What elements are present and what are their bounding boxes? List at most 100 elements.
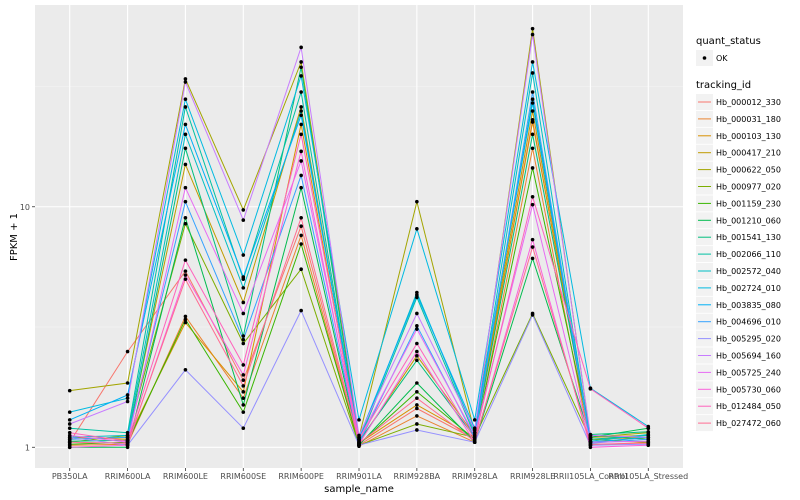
data-point-hb_005725_240	[530, 202, 535, 207]
data-point-hb_005694_160	[125, 399, 130, 404]
data-point-hb_012484_050	[183, 258, 188, 262]
x-tick-label: RRIM600LE	[163, 472, 208, 481]
data-point-hb_005694_160	[241, 218, 246, 222]
data-point-hb_001541_130	[183, 146, 188, 151]
data-point-hb_003835_080	[183, 122, 188, 127]
data-point-hb_001159_230	[241, 410, 246, 414]
data-point-hb_000622_050	[125, 381, 130, 385]
data-point-hb_002724_010	[125, 396, 130, 400]
x-tick-label: RRIM928LE	[510, 472, 555, 481]
data-point-hb_002572_040	[183, 132, 188, 137]
data-point-hb_001159_230	[530, 166, 535, 170]
legend-label: Hb_012484_050	[716, 402, 781, 411]
legend-label: Hb_001159_230	[716, 199, 781, 208]
y-tick-label: 10	[20, 203, 30, 212]
data-point-hb_004696_010	[125, 435, 130, 440]
legend-label: Hb_005725_240	[716, 368, 781, 377]
data-point-hb_000012_330	[299, 224, 303, 229]
legend-items: Hb_000012_330 Hb_000031_180 Hb_000103_130 H…	[696, 94, 781, 432]
legend-title-tracking-id: tracking_id	[696, 80, 751, 91]
x-axis-title: sample_name	[324, 484, 394, 495]
data-point-hb_027472_060	[472, 439, 477, 443]
data-point-hb_000622_050	[241, 208, 246, 212]
data-point-hb_001541_130	[299, 65, 303, 70]
data-point-hb_000977_020	[299, 267, 303, 272]
data-point-hb_000031_180	[183, 314, 188, 319]
x-tick-label: PB350LA	[52, 472, 88, 481]
data-point-hb_000417_210	[299, 105, 303, 109]
data-point-hb_002066_110	[299, 90, 303, 94]
data-point-hb_005725_240	[472, 433, 477, 438]
data-point-hb_001541_130	[241, 334, 246, 338]
legend-label: Hb_005730_060	[716, 385, 781, 394]
data-point-hb_002066_110	[125, 430, 130, 435]
data-point-hb_000417_210	[530, 109, 535, 113]
data-point-hb_005730_060	[241, 373, 246, 377]
data-point-hb_012484_050	[241, 363, 246, 367]
data-point-hb_004696_010	[241, 337, 246, 342]
data-point-hb_005295_020	[241, 426, 246, 431]
legend-label: Hb_005295_020	[716, 335, 781, 344]
data-point-hb_027472_060	[125, 441, 130, 445]
data-point-hb_002724_010	[357, 418, 361, 422]
legend-label: Hb_001210_060	[716, 216, 781, 225]
legend-title-quant-status: quant_status	[696, 36, 761, 47]
data-point-hb_000103_130	[241, 390, 246, 394]
x-tick-label: RRII105LA_Control	[553, 472, 627, 481]
data-point-hb_002066_110	[67, 426, 72, 431]
data-point-hb_005295_020	[183, 367, 188, 372]
legend-label: Hb_001541_130	[716, 233, 781, 242]
data-point-hb_002724_010	[67, 410, 72, 414]
data-point-hb_012484_050	[646, 426, 651, 431]
data-point-hb_002724_010	[299, 74, 303, 78]
x-axis: PB350LA RRIM600LA RRIM600LE RRIM600SE RRIM60…	[52, 468, 688, 481]
data-point-hb_005694_160	[472, 428, 477, 432]
data-point-hb_012484_050	[299, 132, 303, 137]
legend-label: Hb_000622_050	[716, 166, 781, 175]
data-points	[67, 26, 651, 450]
data-point-hb_001159_230	[183, 317, 188, 322]
data-point-hb_003835_080	[67, 418, 72, 422]
data-point-hb_003835_080	[299, 113, 303, 118]
data-point-hb_005694_160	[299, 45, 303, 50]
data-point-hb_027472_060	[183, 277, 188, 281]
legend-label: Hb_005694_160	[716, 352, 781, 361]
data-point-hb_005730_060	[588, 445, 593, 450]
data-point-hb_027472_060	[299, 215, 303, 220]
data-point-hb_005295_020	[299, 308, 303, 313]
data-point-hb_004696_010	[530, 90, 535, 94]
legend: quant_status OK tracking_id Hb_000012_33…	[696, 36, 781, 432]
data-point-hb_002572_040	[299, 109, 303, 113]
x-tick-label: RRIM600SE	[220, 472, 266, 481]
data-point-hb_005730_060	[415, 349, 419, 354]
data-point-hb_000622_050	[415, 199, 419, 204]
x-tick-label: RRIM600LA	[105, 472, 151, 481]
data-point-hb_000103_130	[299, 122, 303, 127]
data-point-hb_000012_330	[183, 269, 188, 273]
data-point-hb_000622_050	[183, 77, 188, 81]
data-point-hb_001210_060	[415, 381, 419, 385]
legend-label: Hb_000031_180	[716, 115, 781, 124]
data-point-hb_002724_010	[415, 226, 419, 231]
data-point-hb_002572_040	[472, 430, 477, 435]
data-point-hb_005694_160	[415, 311, 419, 316]
data-point-hb_000103_130	[415, 403, 419, 407]
data-point-hb_000012_330	[241, 378, 246, 383]
legend-label: Hb_000012_330	[716, 98, 781, 107]
data-point-hb_001541_130	[530, 132, 535, 137]
data-point-hb_000031_180	[241, 396, 246, 400]
data-point-hb_027472_060	[415, 396, 419, 400]
data-point-hb_005694_160	[646, 435, 651, 440]
data-point-hb_005730_060	[530, 237, 535, 242]
x-tick-label: RRII105LA_Stressed	[608, 472, 688, 481]
legend-label: Hb_002724_010	[716, 284, 781, 293]
data-point-hb_000977_020	[415, 422, 419, 426]
data-point-hb_002724_010	[472, 418, 477, 422]
legend-label: Hb_000977_020	[716, 183, 781, 192]
data-point-hb_012484_050	[588, 387, 593, 391]
data-point-hb_012484_050	[415, 341, 419, 346]
data-point-hb_001210_060	[299, 185, 303, 190]
data-point-hb_000622_050	[67, 388, 72, 393]
data-point-hb_000417_210	[415, 354, 419, 358]
